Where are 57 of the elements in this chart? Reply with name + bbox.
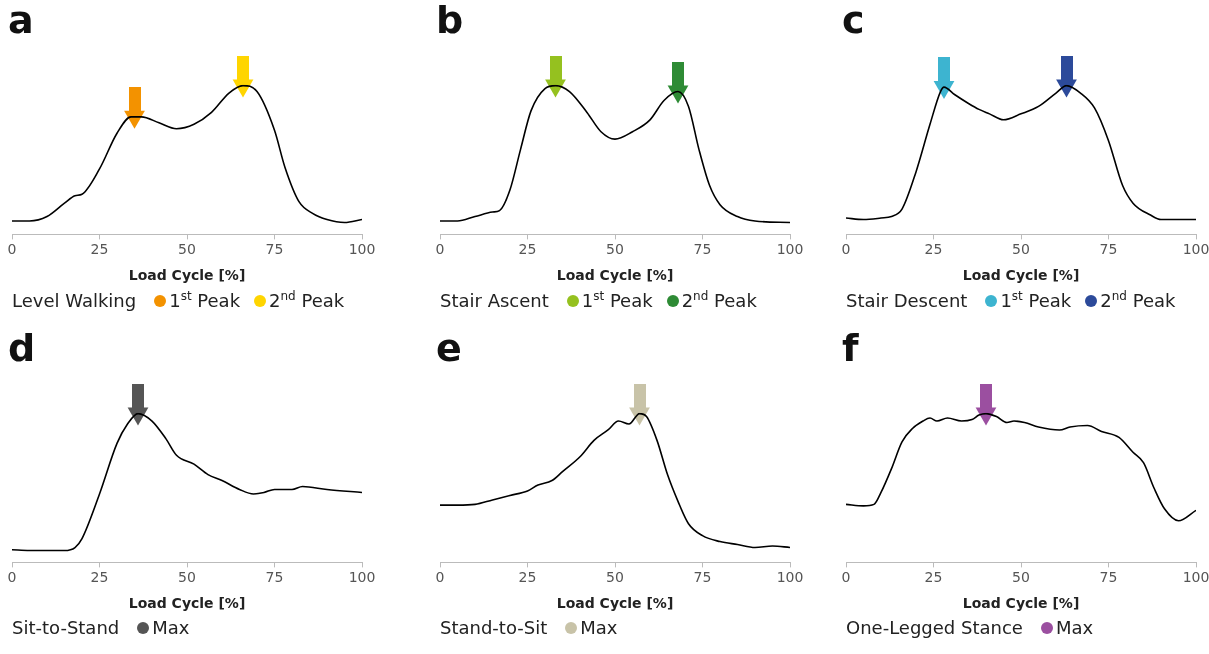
legend-label: 2$^{nd}$ Peak [1100, 289, 1176, 311]
x-tick-label: 100 [348, 241, 376, 258]
chart-title: a [8, 0, 34, 42]
x-tick-label: 25 [924, 241, 943, 258]
x-axis-title: Load Cycle [%] [128, 595, 246, 612]
x-tick-label: 50 [178, 569, 196, 586]
x-tick-label: 25 [90, 241, 109, 258]
chart-title: f [842, 325, 859, 370]
x-tick-label: 0 [435, 569, 445, 586]
x-tick-label: 100 [776, 569, 804, 586]
legend-label: Max [152, 617, 190, 638]
text: Stand-to-Sit [440, 617, 548, 638]
x-tick-label: 75 [265, 569, 284, 586]
x-tick-label: 50 [606, 241, 624, 258]
chart-title: d [8, 325, 36, 370]
x-tick-label: 0 [7, 569, 17, 586]
text: Sit-to-Stand [12, 617, 120, 638]
x-axis-title: Load Cycle [%] [556, 595, 674, 612]
x-tick-label: 75 [693, 569, 712, 586]
x-tick-label: 50 [1012, 569, 1030, 586]
x-tick-label: 50 [178, 241, 196, 258]
x-tick-label: 75 [1099, 241, 1118, 258]
x-axis-title: Load Cycle [%] [962, 267, 1080, 284]
x-tick-label: 25 [518, 241, 537, 258]
x-tick-label: 25 [924, 569, 943, 586]
legend-label: 1$^{st}$ Peak [169, 289, 241, 311]
legend-label: 2$^{nd}$ Peak [681, 289, 757, 311]
x-tick-label: 0 [7, 241, 17, 258]
x-tick-label: 25 [518, 569, 537, 586]
x-axis-title: Load Cycle [%] [962, 595, 1080, 612]
x-tick-label: 25 [90, 569, 109, 586]
chart-title: c [842, 0, 865, 42]
x-tick-label: 75 [265, 241, 284, 258]
x-tick-label: 100 [1182, 241, 1209, 258]
text: Level Walking [12, 290, 137, 311]
x-tick-label: 50 [606, 569, 624, 586]
x-tick-label: 100 [348, 569, 376, 586]
legend-label: Max [580, 617, 618, 638]
legend-label: 2$^{nd}$ Peak [269, 289, 345, 311]
x-tick-label: 0 [841, 241, 851, 258]
legend-label: 1$^{st}$ Peak [1000, 289, 1072, 311]
x-tick-label: 50 [1012, 241, 1030, 258]
legend-label: Max [1055, 617, 1094, 638]
x-tick-label: 75 [693, 241, 712, 258]
x-tick-label: 100 [1182, 569, 1209, 586]
x-axis-title: Load Cycle [%] [128, 267, 246, 284]
legend-label: 1$^{st}$ Peak [581, 289, 653, 311]
x-axis-title: Load Cycle [%] [556, 267, 674, 284]
text: One-Legged Stance [846, 617, 1023, 638]
x-tick-label: 75 [1099, 569, 1118, 586]
x-tick-label: 0 [435, 241, 445, 258]
x-tick-label: 100 [776, 241, 804, 258]
text: Stair Descent [846, 290, 968, 311]
x-tick-label: 0 [841, 569, 851, 586]
chart-title: b [436, 0, 464, 42]
text: Stair Ascent [440, 290, 549, 311]
chart-title: e [436, 325, 462, 370]
